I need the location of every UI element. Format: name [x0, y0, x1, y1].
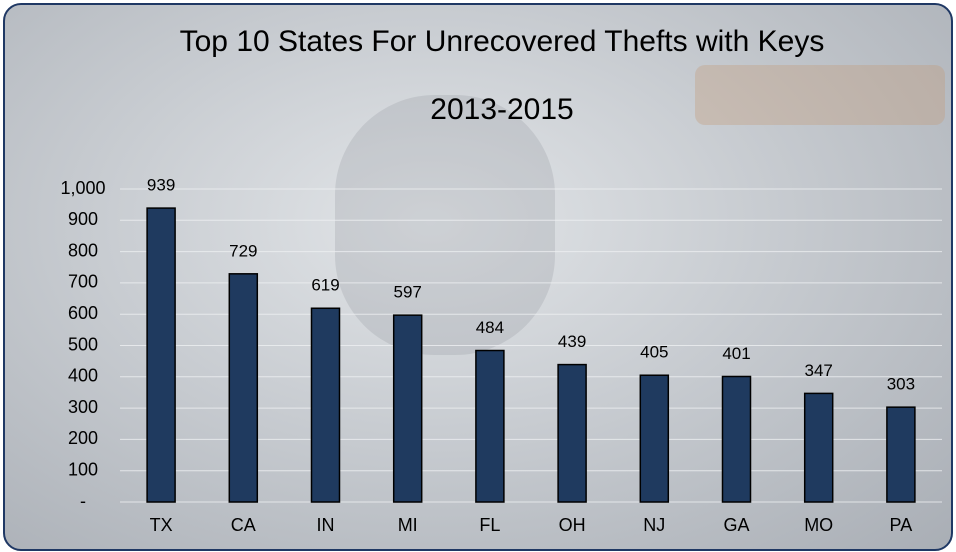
y-tick-label: - — [80, 491, 86, 511]
x-tick-label: MI — [398, 515, 418, 535]
y-tick-label: 600 — [68, 303, 98, 323]
data-label: 401 — [722, 344, 750, 363]
chart-title: Top 10 States For Unrecovered Thefts wit… — [179, 25, 825, 58]
data-label: 619 — [311, 276, 339, 295]
y-tick-label: 500 — [68, 334, 98, 354]
background-shape — [335, 95, 555, 355]
data-label: 484 — [476, 318, 504, 337]
y-tick-label: 1,000 — [60, 178, 105, 198]
x-tick-label: FL — [479, 515, 500, 535]
x-tick-label: TX — [150, 515, 173, 535]
y-tick-label: 400 — [68, 366, 98, 386]
bar — [392, 314, 423, 503]
y-tick-label: 300 — [68, 397, 98, 417]
chart: - 100 200 300 400 500 600 700 800 900 1,000 TX 939 CA… — [60, 65, 945, 535]
x-tick-label: GA — [723, 515, 749, 535]
y-tick-label: 100 — [68, 459, 98, 479]
y-tick-label: 800 — [68, 240, 98, 260]
data-label: 439 — [558, 332, 586, 351]
data-label: 303 — [887, 375, 915, 394]
background-shape — [695, 65, 945, 125]
data-label: 729 — [229, 241, 257, 260]
x-tick-label: IN — [317, 515, 335, 535]
chart-frame: - 100 200 300 400 500 600 700 800 900 1,000 TX 939 CA… — [3, 3, 953, 551]
bar — [146, 207, 176, 503]
bar — [475, 349, 505, 503]
bar — [639, 374, 670, 503]
x-tick-label: PA — [890, 515, 913, 535]
chart-subtitle: 2013-2015 — [430, 93, 574, 126]
y-tick-label: 700 — [68, 272, 98, 292]
y-tick-label: 900 — [68, 209, 98, 229]
bar — [803, 392, 834, 503]
data-label: 347 — [805, 361, 833, 380]
data-label: 405 — [640, 343, 668, 362]
bar — [721, 375, 752, 503]
y-tick-label: 200 — [68, 428, 98, 448]
x-tick-label: MO — [804, 515, 833, 535]
bar — [228, 273, 259, 503]
bar — [310, 307, 341, 503]
data-label: 939 — [147, 176, 175, 195]
x-tick-label: OH — [559, 515, 586, 535]
data-label: 597 — [394, 283, 422, 302]
bar — [886, 406, 916, 503]
bar — [557, 363, 587, 503]
x-tick-label: NJ — [643, 515, 665, 535]
x-tick-label: CA — [231, 515, 256, 535]
